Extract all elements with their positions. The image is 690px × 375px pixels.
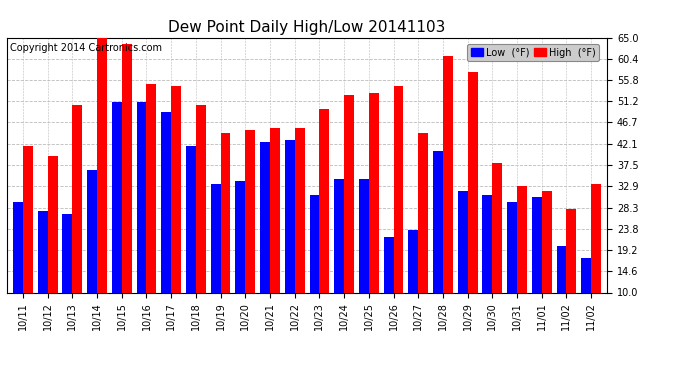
Bar: [433, 151, 443, 339]
Bar: [532, 198, 542, 339]
Bar: [493, 163, 502, 339]
Bar: [482, 195, 493, 339]
Bar: [369, 93, 379, 339]
Bar: [418, 132, 428, 339]
Bar: [210, 183, 221, 339]
Bar: [221, 132, 230, 339]
Bar: [384, 237, 393, 339]
Bar: [542, 190, 551, 339]
Bar: [295, 128, 304, 339]
Bar: [270, 128, 280, 339]
Bar: [566, 209, 576, 339]
Bar: [408, 230, 418, 339]
Bar: [23, 147, 33, 339]
Bar: [468, 72, 477, 339]
Bar: [235, 181, 245, 339]
Bar: [38, 211, 48, 339]
Bar: [186, 147, 196, 339]
Bar: [137, 102, 146, 339]
Legend: Low  (°F), High  (°F): Low (°F), High (°F): [467, 44, 600, 62]
Bar: [112, 102, 121, 339]
Bar: [87, 170, 97, 339]
Bar: [260, 142, 270, 339]
Bar: [121, 45, 132, 339]
Bar: [359, 179, 369, 339]
Bar: [72, 105, 82, 339]
Bar: [48, 156, 57, 339]
Text: Copyright 2014 Cartronics.com: Copyright 2014 Cartronics.com: [10, 43, 162, 52]
Bar: [517, 186, 527, 339]
Bar: [196, 105, 206, 339]
Bar: [591, 183, 601, 339]
Bar: [443, 56, 453, 339]
Bar: [310, 195, 319, 339]
Bar: [146, 84, 157, 339]
Bar: [581, 258, 591, 339]
Title: Dew Point Daily High/Low 20141103: Dew Point Daily High/Low 20141103: [168, 20, 446, 35]
Bar: [457, 190, 468, 339]
Bar: [161, 112, 171, 339]
Bar: [334, 179, 344, 339]
Bar: [285, 140, 295, 339]
Bar: [319, 110, 329, 339]
Bar: [557, 246, 566, 339]
Bar: [507, 202, 517, 339]
Bar: [13, 202, 23, 339]
Bar: [393, 86, 404, 339]
Bar: [245, 130, 255, 339]
Bar: [171, 86, 181, 339]
Bar: [97, 38, 107, 339]
Bar: [344, 96, 354, 339]
Bar: [63, 214, 72, 339]
